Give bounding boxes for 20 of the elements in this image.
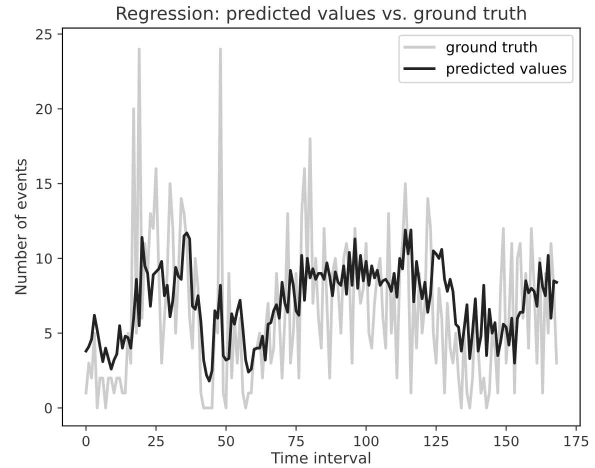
x-tick-label: 100	[354, 436, 378, 446]
line-series	[84, 228, 558, 382]
y-tick-label: 25	[36, 29, 52, 40]
y-tick-label: 5	[44, 328, 52, 339]
legend-label: ground truth	[446, 41, 537, 56]
x-tick-label: 175	[564, 436, 588, 446]
legend-label: predicted values	[447, 62, 566, 77]
x-tick-label: 50	[218, 436, 234, 446]
x-tick-label: 75	[288, 436, 304, 446]
y-axis-title: Number of events	[14, 159, 27, 294]
y-tick-label: 15	[36, 178, 52, 190]
y-tick-label: 10	[36, 253, 52, 264]
y-tick-label: 0	[44, 402, 52, 414]
x-tick-label: 25	[148, 436, 164, 446]
x-tick-label: 150	[494, 436, 519, 446]
x-axis-title: Time interval	[271, 452, 370, 464]
y-tick-label: 20	[36, 104, 52, 114]
x-tick-label: 125	[424, 436, 448, 446]
x-tick-label: 0	[82, 436, 90, 446]
chart-title: Regression: predicted values vs. ground truth	[117, 6, 526, 24]
